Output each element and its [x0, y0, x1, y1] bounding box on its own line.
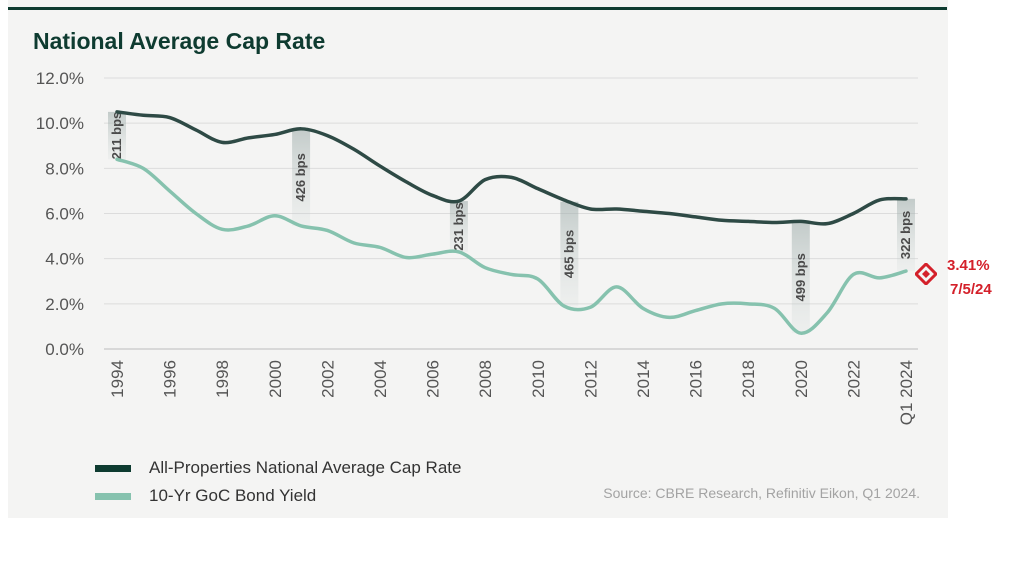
spread-annotations: 211 bps 426 bps 231 bps 465 bps 499 bps 322 b…: [108, 111, 915, 334]
spread-label: 499 bps: [793, 253, 808, 301]
annotation-value: 3.41%: [947, 257, 990, 274]
legend-swatch: [95, 464, 131, 472]
x-tick-label: 2000: [266, 360, 285, 398]
x-tick-label: 2008: [476, 360, 495, 398]
legend-label: 10-Yr GoC Bond Yield: [149, 486, 317, 505]
legend-item-cap-rate: All-Properties National Average Cap Rate: [95, 457, 461, 479]
annotation-date: 7/5/24: [950, 281, 992, 298]
x-tick-label: 2006: [424, 360, 443, 398]
legend-label: All-Properties National Average Cap Rate: [149, 458, 462, 477]
spread-band: [791, 221, 810, 334]
y-tick-label: 12.0%: [36, 69, 84, 88]
y-axis-ticks: 0.0% 2.0% 4.0% 6.0% 8.0% 10.0% 12.0%: [36, 69, 84, 359]
x-tick-label: Q1 2024: [897, 360, 916, 425]
gridlines: [104, 77, 918, 350]
x-tick-label: 1996: [161, 360, 180, 398]
y-tick-label: 4.0%: [45, 250, 84, 269]
spread-label: 426 bps: [293, 153, 308, 201]
spread-band: [292, 128, 311, 226]
x-tick-label: 2004: [371, 360, 390, 398]
spread-label: 322 bps: [898, 211, 913, 259]
chart-title: National Average Cap Rate: [33, 28, 326, 54]
y-tick-label: 10.0%: [36, 114, 84, 133]
x-tick-label: 2002: [318, 360, 337, 398]
bond-yield-line: [115, 157, 908, 335]
top-rule: [8, 7, 947, 10]
x-tick-label: 2012: [581, 360, 600, 398]
spread-band: [897, 198, 915, 272]
spread-label: 465 bps: [561, 230, 576, 278]
x-tick-label: 1998: [213, 360, 232, 398]
legend-item-bond-yield: 10-Yr GoC Bond Yield: [95, 485, 316, 507]
spread-band: [108, 111, 126, 160]
cap-rate-line: [115, 110, 908, 226]
spread-band: [449, 201, 468, 252]
legend-swatch: [95, 492, 131, 500]
series-lines: [115, 110, 908, 335]
x-tick-label: 2014: [634, 360, 653, 398]
spread-label: 231 bps: [451, 202, 466, 250]
y-tick-label: 2.0%: [45, 295, 84, 314]
y-tick-label: 0.0%: [45, 340, 84, 359]
diamond-marker-icon: [915, 263, 937, 285]
x-tick-label: 2016: [687, 360, 706, 398]
x-tick-label: 1994: [108, 360, 127, 398]
spread-band: [560, 201, 579, 307]
y-tick-label: 8.0%: [45, 159, 84, 178]
spread-label: 211 bps: [109, 112, 124, 160]
x-tick-label: 2022: [844, 360, 863, 398]
source-note: Source: CBRE Research, Refinitiv Eikon, …: [603, 485, 920, 501]
x-tick-label: 2018: [739, 360, 758, 398]
y-tick-label: 6.0%: [45, 205, 84, 224]
x-axis-ticks: 1994 1996 1998 2000 2002 2004 2006 2008 2010 2012…: [108, 360, 916, 425]
x-tick-label: 2010: [529, 360, 548, 398]
x-tick-label: 2020: [792, 360, 811, 398]
